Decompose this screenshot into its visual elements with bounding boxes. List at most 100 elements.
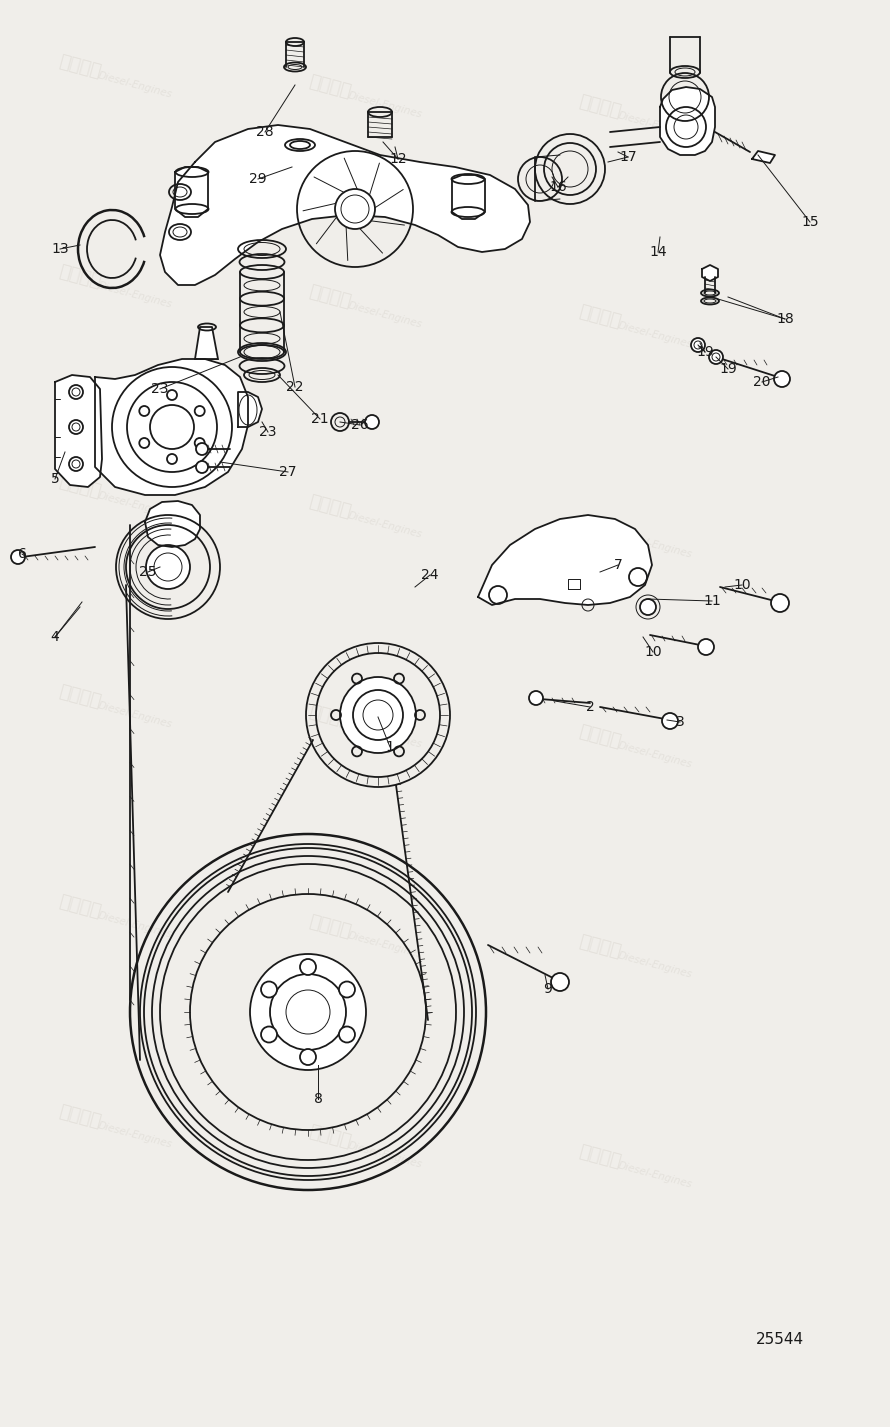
Text: 紫发动门: 紫发动门 <box>57 53 103 81</box>
Circle shape <box>339 982 355 997</box>
Text: 1: 1 <box>385 741 394 753</box>
Text: 9: 9 <box>544 982 553 996</box>
Text: Diesel-Engines: Diesel-Engines <box>617 741 693 769</box>
Text: 4: 4 <box>51 629 60 644</box>
Text: Diesel-Engines: Diesel-Engines <box>347 721 424 749</box>
Circle shape <box>335 188 375 228</box>
Circle shape <box>250 955 366 1070</box>
Text: 7: 7 <box>613 558 622 572</box>
Text: 紫发动门: 紫发动门 <box>307 1123 353 1152</box>
Text: 3: 3 <box>676 715 684 729</box>
Text: Diesel-Engines: Diesel-Engines <box>617 110 693 140</box>
Text: Diesel-Engines: Diesel-Engines <box>97 491 174 519</box>
Circle shape <box>261 1026 277 1043</box>
Text: 紫发动门: 紫发动门 <box>57 263 103 291</box>
Text: 18: 18 <box>776 313 794 325</box>
Text: Diesel-Engines: Diesel-Engines <box>97 280 174 310</box>
Text: 13: 13 <box>52 243 69 255</box>
Circle shape <box>196 442 208 455</box>
Text: Diesel-Engines: Diesel-Engines <box>617 320 693 350</box>
Text: Diesel-Engines: Diesel-Engines <box>347 1140 424 1170</box>
Text: Diesel-Engines: Diesel-Engines <box>97 701 174 729</box>
Text: Diesel-Engines: Diesel-Engines <box>347 511 424 539</box>
Text: 10: 10 <box>644 645 662 659</box>
Polygon shape <box>752 151 775 163</box>
Text: Diesel-Engines: Diesel-Engines <box>617 1160 693 1190</box>
Text: 紫发动门: 紫发动门 <box>577 1143 623 1172</box>
Circle shape <box>196 461 208 472</box>
Text: 紫发动门: 紫发动门 <box>57 472 103 501</box>
Text: 23: 23 <box>151 382 169 397</box>
Text: 紫发动门: 紫发动门 <box>577 93 623 121</box>
Text: 20: 20 <box>753 375 771 390</box>
Circle shape <box>300 959 316 975</box>
Text: 12: 12 <box>389 153 407 166</box>
Circle shape <box>774 371 790 387</box>
Text: 紫发动门: 紫发动门 <box>307 492 353 521</box>
Text: 2: 2 <box>586 701 595 714</box>
Text: 25544: 25544 <box>756 1331 804 1347</box>
Circle shape <box>11 549 25 564</box>
Text: 22: 22 <box>287 380 303 394</box>
Circle shape <box>339 1026 355 1043</box>
Polygon shape <box>195 327 218 360</box>
Text: 紫发动门: 紫发动门 <box>57 1103 103 1132</box>
Circle shape <box>300 1049 316 1065</box>
Text: 10: 10 <box>733 578 751 592</box>
Circle shape <box>146 545 190 589</box>
Polygon shape <box>175 167 208 217</box>
Circle shape <box>529 691 543 705</box>
Text: 紫发动门: 紫发动门 <box>577 933 623 962</box>
Circle shape <box>698 639 714 655</box>
Text: 23: 23 <box>259 425 277 440</box>
Text: 紫发动门: 紫发动门 <box>577 512 623 541</box>
Text: 紫发动门: 紫发动门 <box>577 303 623 331</box>
Polygon shape <box>95 360 248 495</box>
Text: 27: 27 <box>279 465 296 479</box>
Text: 17: 17 <box>619 150 637 164</box>
Circle shape <box>691 338 705 352</box>
Circle shape <box>771 594 789 612</box>
Text: 19: 19 <box>719 362 737 375</box>
Text: 紫发动门: 紫发动门 <box>57 682 103 711</box>
Text: 14: 14 <box>649 245 667 258</box>
Circle shape <box>261 982 277 997</box>
Polygon shape <box>55 375 102 487</box>
Text: 紫发动门: 紫发动门 <box>307 913 353 942</box>
Text: Diesel-Engines: Diesel-Engines <box>617 531 693 559</box>
Circle shape <box>150 405 194 450</box>
Text: 5: 5 <box>51 472 60 487</box>
Text: 紫发动门: 紫发动门 <box>307 283 353 311</box>
Text: 11: 11 <box>703 594 721 608</box>
Text: 19: 19 <box>696 345 714 360</box>
Polygon shape <box>478 515 652 605</box>
Circle shape <box>709 350 723 364</box>
Circle shape <box>662 714 678 729</box>
Text: 21: 21 <box>312 412 328 427</box>
Text: Diesel-Engines: Diesel-Engines <box>347 930 424 960</box>
Polygon shape <box>160 126 530 285</box>
Text: 6: 6 <box>18 547 27 561</box>
Text: Diesel-Engines: Diesel-Engines <box>347 90 424 120</box>
Text: 紫发动门: 紫发动门 <box>307 702 353 731</box>
Polygon shape <box>238 392 262 427</box>
Polygon shape <box>452 176 485 218</box>
Text: 紫发动门: 紫发动门 <box>57 893 103 922</box>
Text: 8: 8 <box>313 1092 322 1106</box>
Text: 16: 16 <box>549 180 567 194</box>
Text: 29: 29 <box>249 173 267 186</box>
Polygon shape <box>702 265 718 281</box>
Circle shape <box>365 415 379 430</box>
Polygon shape <box>145 501 200 547</box>
Polygon shape <box>660 87 715 156</box>
Text: 25: 25 <box>139 565 157 579</box>
Text: Diesel-Engines: Diesel-Engines <box>97 70 174 100</box>
Text: Diesel-Engines: Diesel-Engines <box>617 950 693 980</box>
Text: Diesel-Engines: Diesel-Engines <box>97 1120 174 1150</box>
Circle shape <box>340 676 416 753</box>
Text: 28: 28 <box>256 126 274 138</box>
Circle shape <box>551 973 569 990</box>
Circle shape <box>640 599 656 615</box>
Text: 26: 26 <box>352 418 368 432</box>
Text: 紫发动门: 紫发动门 <box>577 722 623 751</box>
